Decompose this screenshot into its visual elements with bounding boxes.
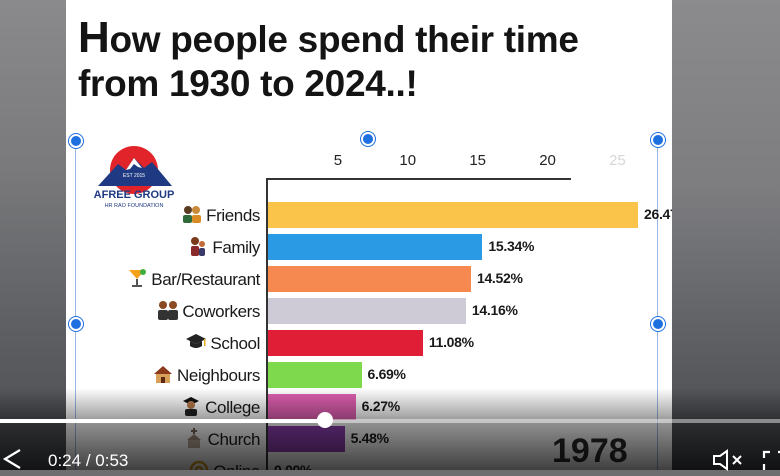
title-first-letter: H bbox=[78, 13, 110, 62]
value-label: 14.52% bbox=[476, 270, 523, 286]
title-line2: from 1930 to 2024..! bbox=[78, 63, 418, 104]
value-label: 15.34% bbox=[488, 238, 535, 254]
category-name: School bbox=[210, 334, 260, 353]
category-name: Family bbox=[212, 238, 260, 257]
x-tick-label: 25 bbox=[609, 152, 626, 169]
chart-row: Bar/Restaurant 14.52% bbox=[66, 266, 672, 294]
selection-border-left bbox=[75, 140, 76, 470]
chart-row: Friends 26.47% bbox=[66, 202, 672, 230]
value-label: 11.08% bbox=[428, 334, 474, 350]
progress-track[interactable] bbox=[0, 419, 780, 423]
graduation-cap-icon bbox=[185, 332, 207, 352]
x-tick-label: 20 bbox=[539, 152, 556, 169]
logo-name: AFREE GROUP bbox=[94, 189, 175, 201]
selection-handle-top-center[interactable] bbox=[361, 132, 375, 146]
value-label: 26.47% bbox=[644, 206, 672, 222]
category-label: Coworkers bbox=[157, 300, 260, 322]
category-name: Neighbours bbox=[177, 366, 260, 385]
x-tick-label: 5 bbox=[333, 152, 343, 169]
bar bbox=[268, 330, 423, 356]
time-display: 0:24 / 0:53 bbox=[48, 451, 128, 471]
friends-icon bbox=[181, 204, 203, 224]
bar bbox=[268, 362, 362, 388]
logo-badge-text: EST 2015 bbox=[123, 173, 145, 179]
current-time: 0:24 bbox=[48, 451, 82, 470]
bar bbox=[268, 266, 471, 292]
y-axis-line bbox=[266, 178, 268, 470]
category-name: Friends bbox=[206, 206, 260, 225]
player-controls-overlay bbox=[0, 388, 780, 470]
chart-row: School 11.08% bbox=[66, 330, 672, 358]
fullscreen-icon[interactable] bbox=[762, 450, 780, 475]
duration: 0:53 bbox=[95, 451, 129, 470]
afree-group-logo: EST 2015 AFREE GROUP HR RAO FOUNDATION bbox=[84, 140, 184, 218]
family-icon bbox=[187, 236, 209, 256]
coworkers-icon bbox=[157, 300, 179, 320]
progress-fill bbox=[0, 419, 326, 423]
logo-subtitle: HR RAO FOUNDATION bbox=[105, 203, 164, 209]
volume-muted-icon[interactable] bbox=[712, 449, 746, 476]
progress-scrubber[interactable] bbox=[317, 412, 334, 428]
title-line1: ow people spend their time bbox=[109, 19, 579, 60]
selection-border-right bbox=[657, 140, 658, 470]
category-label: Bar/Restaurant bbox=[126, 268, 260, 290]
previous-icon[interactable] bbox=[0, 448, 24, 475]
cocktail-icon bbox=[126, 268, 148, 288]
category-label: Family bbox=[187, 236, 260, 258]
value-label: 6.69% bbox=[367, 366, 407, 382]
category-name: Bar/Restaurant bbox=[151, 270, 260, 289]
selection-handle-top-left[interactable] bbox=[69, 134, 83, 148]
bar bbox=[268, 298, 466, 324]
category-label: Friends bbox=[181, 204, 260, 226]
selection-handle-middle-right[interactable] bbox=[651, 317, 665, 331]
bar bbox=[268, 234, 483, 260]
chart-row: Family 15.34% bbox=[66, 234, 672, 262]
category-label: Neighbours bbox=[152, 364, 260, 386]
chart-title: How people spend their time from 1930 to… bbox=[78, 16, 668, 106]
category-name: Coworkers bbox=[182, 302, 260, 321]
x-tick-label: 10 bbox=[399, 152, 417, 169]
selection-handle-top-right[interactable] bbox=[651, 133, 665, 147]
bar bbox=[268, 202, 638, 228]
chart-row: Neighbours 6.69% bbox=[66, 362, 672, 390]
selection-handle-middle-left[interactable] bbox=[69, 317, 83, 331]
time-separator: / bbox=[85, 451, 91, 470]
x-tick-label: 15 bbox=[469, 152, 486, 169]
category-label: School bbox=[185, 332, 260, 354]
x-axis-line bbox=[266, 178, 571, 180]
chart-row: Coworkers 14.16% bbox=[66, 298, 672, 326]
value-label: 14.16% bbox=[471, 302, 518, 318]
house-icon bbox=[152, 364, 174, 384]
